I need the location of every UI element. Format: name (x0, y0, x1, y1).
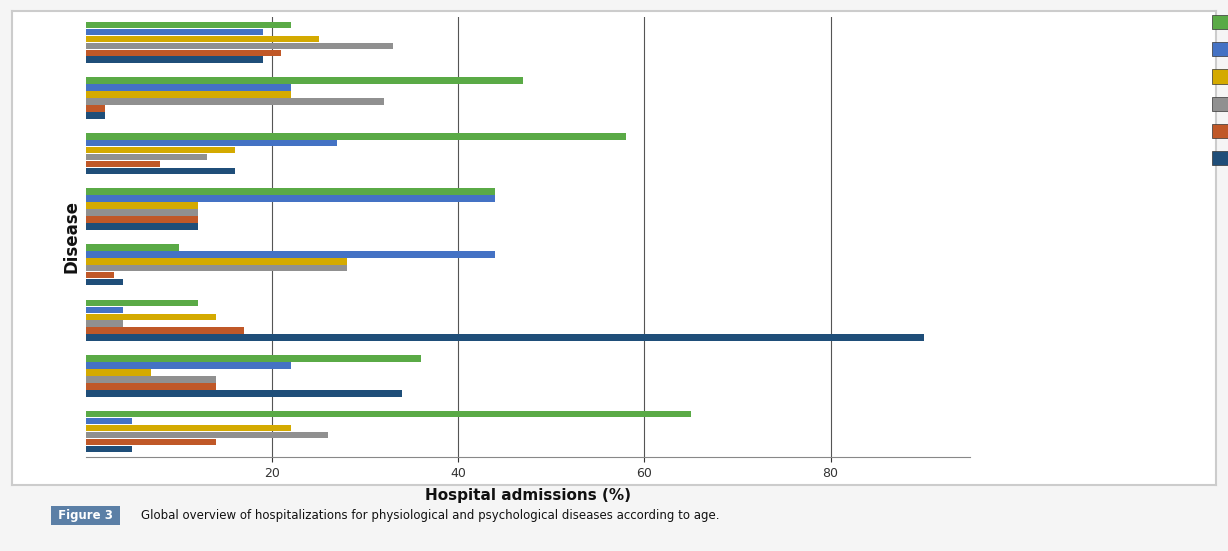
Bar (86, 105, 104, 112)
Bar (86, 251, 495, 258)
Bar (86, 154, 208, 160)
Bar (86, 91, 291, 98)
Bar (86, 300, 198, 306)
Bar (86, 223, 198, 230)
Bar (86, 209, 198, 216)
Bar (86, 98, 384, 105)
Bar (86, 272, 114, 278)
Legend: >65, 55-65, 45-55, 30-45, 15-30, 0-15: >65, 55-65, 45-55, 30-45, 15-30, 0-15 (1212, 15, 1228, 166)
Bar (86, 21, 291, 28)
Bar (86, 439, 216, 445)
Bar (86, 321, 123, 327)
Bar (86, 418, 133, 424)
Text: Figure 3: Figure 3 (54, 509, 117, 522)
Bar (86, 362, 291, 369)
Bar (86, 265, 346, 272)
Text: Global overview of hospitalizations for physiological and psychological diseases: Global overview of hospitalizations for … (141, 509, 720, 522)
Bar (86, 390, 403, 397)
Bar (86, 258, 346, 264)
Bar (86, 202, 198, 209)
Bar (86, 112, 104, 118)
Bar (86, 327, 244, 334)
Bar (86, 314, 216, 320)
Bar (86, 334, 923, 341)
Bar (86, 29, 263, 35)
Bar (86, 140, 338, 147)
Bar (86, 376, 216, 382)
Bar (86, 77, 523, 84)
Bar (86, 133, 626, 139)
Bar (86, 244, 179, 251)
Bar (86, 36, 318, 42)
Bar (86, 57, 263, 63)
Bar (86, 196, 495, 202)
Bar (86, 168, 235, 174)
Bar (86, 355, 421, 362)
Bar (86, 446, 133, 452)
Bar (86, 411, 691, 417)
Bar (86, 425, 291, 431)
Bar (86, 147, 235, 153)
Bar (86, 279, 123, 285)
Bar (86, 431, 328, 438)
Y-axis label: Disease: Disease (63, 201, 80, 273)
Bar (86, 188, 495, 195)
Bar (86, 216, 198, 223)
Bar (86, 383, 216, 390)
X-axis label: Hospital admissions (%): Hospital admissions (%) (425, 488, 631, 504)
Bar (86, 42, 393, 49)
Bar (86, 306, 123, 313)
Bar (86, 161, 161, 168)
Bar (86, 369, 151, 376)
Bar (86, 84, 291, 91)
Bar (86, 50, 281, 56)
